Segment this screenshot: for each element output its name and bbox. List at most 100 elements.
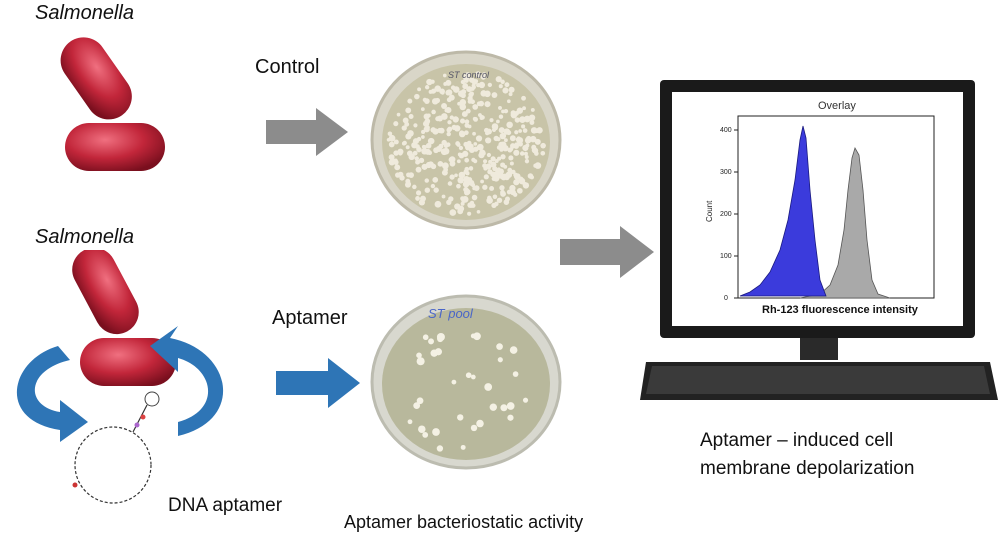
colony [412,150,418,156]
colony [482,159,488,164]
colony [476,73,481,78]
colony [508,86,515,93]
colony [502,87,509,94]
colony [416,397,424,405]
y-axis-label: Count [705,200,714,222]
colony [498,105,502,110]
colony [432,177,439,183]
colony [426,78,433,86]
colony [434,200,442,208]
colony [454,173,458,178]
colony [422,334,429,341]
colony [405,145,410,150]
colony [516,107,524,114]
colony [529,135,537,143]
curved-arrow-left [16,346,89,442]
colony [447,181,453,186]
colony [438,143,444,149]
colony [519,151,525,156]
colony [504,196,510,202]
colony [503,128,511,135]
keyboard [640,362,998,400]
colony [513,192,518,197]
colony [451,379,457,385]
colony [487,195,492,201]
colony [498,168,504,175]
colony [510,112,518,119]
colony [506,189,512,195]
colony [427,137,435,145]
colony [522,144,529,152]
aptamer-plate-writing: ST pool [428,306,474,321]
colony [471,83,476,88]
colony [464,188,470,193]
colony [424,178,430,183]
colony [489,118,494,123]
curved-arrow-right [150,326,224,436]
colony [462,150,469,158]
colony [472,104,479,110]
colony [534,129,539,134]
colony [471,157,476,162]
colony [415,196,420,201]
colony [507,99,511,104]
histogram-gray [799,146,891,299]
colony [523,151,528,156]
colony [503,164,508,169]
dna-aptamer-label: DNA aptamer [168,495,283,516]
colony [464,157,470,163]
colony [431,98,439,105]
colony [426,113,431,118]
colony [440,113,448,120]
colony [478,100,485,107]
colony [460,118,466,124]
colony [473,117,479,122]
colony [421,135,425,139]
colony [496,343,503,350]
aptamer-label: Aptamer [272,307,348,329]
colony [389,155,394,161]
colony [509,161,514,166]
colony [449,174,455,180]
colony [522,182,530,189]
colony [509,184,516,192]
colony [456,159,461,164]
colony [486,152,492,158]
aptamer-plate: ST pool [370,294,562,470]
colony [500,189,505,195]
colony [496,119,500,124]
colony [416,357,425,366]
colony [522,128,528,133]
colony [415,166,422,173]
colony [509,135,516,142]
colony [518,129,523,133]
colony [394,164,401,171]
colony [462,83,469,89]
colony [495,76,502,83]
colony [443,143,449,149]
colony [446,97,452,103]
colony [489,403,497,411]
bacterium-3 [72,250,139,335]
colony [509,147,514,152]
colony [470,374,476,380]
control-plate-writing: ST control [448,70,490,80]
colony [457,177,464,184]
colony [470,424,478,432]
colony [419,195,426,202]
colony [514,117,520,123]
colony [460,201,465,206]
colony [416,136,422,142]
colony [467,202,473,208]
colony [461,111,468,118]
bacterium-4 [80,338,176,386]
colony [421,163,428,170]
histogram-plot: 0 100 200 300 400 Count [705,115,935,302]
colony [460,444,466,450]
colony [506,402,515,410]
colony [422,432,429,438]
colony [388,141,395,148]
colony [475,135,483,142]
colony [496,197,503,204]
colony [413,402,421,410]
